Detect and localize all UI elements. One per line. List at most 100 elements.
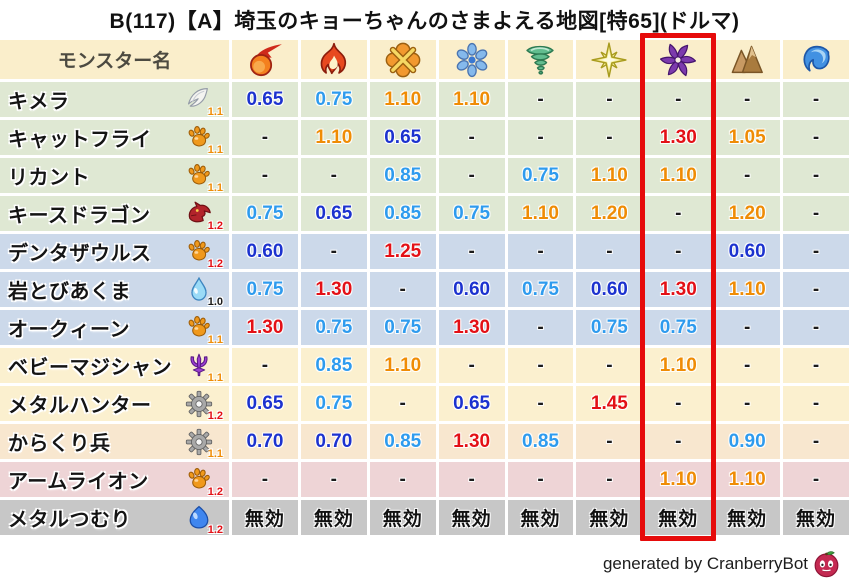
resistance-value-cell: - [576, 120, 643, 155]
element-column-header [300, 40, 367, 79]
monster-row-name: メタルハンター 1.2 [0, 386, 229, 422]
paw-icon [185, 162, 213, 190]
gear-icon [185, 390, 213, 418]
resistance-value-cell: 無効 [507, 500, 574, 535]
gear-icon [185, 428, 213, 456]
family-multiplier: 1.2 [207, 485, 223, 498]
monster-name-label: キースドラゴン [8, 205, 151, 227]
family-icon-wrap: 1.1 [185, 86, 223, 118]
resistance-value-cell: - [783, 424, 849, 459]
resistance-value-cell: 0.85 [300, 348, 367, 383]
paw-icon [185, 466, 213, 494]
resistance-value-cell: - [645, 196, 712, 231]
resistance-value-cell: 1.10 [369, 82, 436, 117]
element-column-header [369, 40, 436, 79]
element-column-header [232, 40, 298, 79]
family-multiplier: 1.2 [207, 523, 223, 536]
resistance-value-cell: - [300, 234, 367, 269]
monster-row-name: キメラ 1.1 [0, 82, 229, 118]
resistance-value-cell: 0.75 [232, 272, 298, 307]
resistance-value-cell: - [783, 348, 849, 383]
resistance-value-cell: 1.30 [232, 310, 298, 345]
monster-name-header: モンスター名 [0, 40, 229, 79]
resistance-value-cell: - [714, 310, 781, 345]
dragon-icon [185, 200, 213, 228]
resistance-value-cell: 1.05 [714, 120, 781, 155]
resistance-value-cell: - [507, 234, 574, 269]
family-multiplier: 1.1 [207, 447, 223, 460]
rock-icon [729, 42, 765, 78]
resistance-value-cell: 0.85 [369, 196, 436, 231]
cranberry-bot-icon [812, 549, 841, 578]
resistance-value-cell: 0.75 [232, 196, 298, 231]
resistance-value-cell: 1.30 [300, 272, 367, 307]
resistance-value-cell: 1.30 [645, 120, 712, 155]
resistance-value-cell: - [232, 348, 298, 383]
family-icon-wrap: 1.1 [185, 352, 223, 384]
monster-name-label: オークィーン [8, 319, 130, 341]
burst-icon [385, 42, 421, 78]
family-multiplier: 1.2 [207, 409, 223, 422]
resistance-value-cell: 無効 [576, 500, 643, 535]
resistance-value-cell: 1.10 [369, 348, 436, 383]
resistance-value-cell: - [576, 424, 643, 459]
element-column-header [576, 40, 643, 79]
resistance-value-cell: 0.75 [645, 310, 712, 345]
monster-row-name: キャットフライ 1.1 [0, 120, 229, 156]
resistance-value-cell: 1.20 [714, 196, 781, 231]
resistance-value-cell: 0.60 [576, 272, 643, 307]
resistance-value-cell: - [783, 234, 849, 269]
resistance-value-cell: 0.65 [438, 386, 505, 421]
resistance-value-cell: 無効 [714, 500, 781, 535]
resistance-value-cell: - [438, 120, 505, 155]
monster-name-label: キャットフライ [8, 129, 152, 151]
element-column-header [645, 40, 712, 79]
resistance-value-cell: 無効 [232, 500, 298, 535]
resistance-value-cell: - [783, 82, 849, 117]
paw-icon [185, 314, 213, 342]
family-multiplier: 1.1 [207, 143, 223, 156]
monster-name-label: メタルつむり [8, 509, 131, 531]
resistance-value-cell: 1.25 [369, 234, 436, 269]
monster-row-name: ベビーマジシャン 1.1 [0, 348, 229, 384]
resistance-value-cell: - [507, 462, 574, 497]
fireball-icon [247, 42, 283, 78]
paw-icon [185, 124, 213, 152]
resistance-value-cell: 無効 [645, 500, 712, 535]
resistance-value-cell: 1.10 [645, 348, 712, 383]
resistance-value-cell: 1.10 [507, 196, 574, 231]
resistance-value-cell: 0.75 [300, 386, 367, 421]
resistance-value-cell: - [714, 386, 781, 421]
family-multiplier: 1.1 [207, 105, 223, 118]
monster-row-name: メタルつむり 1.2 [0, 500, 229, 536]
family-multiplier: 1.2 [207, 257, 223, 270]
monster-name-label: キメラ [8, 91, 70, 113]
resistance-value-cell: 0.75 [369, 310, 436, 345]
resistance-value-cell: 0.60 [438, 272, 505, 307]
family-icon-wrap: 1.1 [185, 428, 223, 460]
resistance-value-cell: - [714, 82, 781, 117]
family-multiplier: 1.0 [207, 295, 223, 308]
pinwheel-icon [660, 42, 697, 78]
monster-name-header-label: モンスター名 [57, 51, 172, 72]
credit-footer: generated by CranberryBot [603, 549, 841, 578]
paw-icon [185, 238, 213, 266]
monster-row-name: 岩とびあくま 1.0 [0, 272, 229, 308]
family-icon-wrap: 1.1 [185, 162, 223, 194]
resistance-value-cell: 0.65 [300, 196, 367, 231]
resistance-value-cell: 0.75 [438, 196, 505, 231]
resistance-value-cell: - [507, 348, 574, 383]
monster-name-label: アームライオン [8, 471, 149, 493]
resistance-value-cell: - [783, 158, 849, 193]
resistance-value-cell: - [438, 462, 505, 497]
resistance-value-cell: - [783, 386, 849, 421]
resistance-value-cell: - [438, 348, 505, 383]
resistance-value-cell: - [507, 82, 574, 117]
monster-name-label: デンタザウルス [8, 243, 152, 265]
element-column-header [507, 40, 574, 79]
monster-row-name: アームライオン 1.2 [0, 462, 229, 498]
resistance-value-cell: - [438, 158, 505, 193]
resistance-value-cell: - [783, 310, 849, 345]
page-title: B(117)【A】埼玉のキョーちゃんのさまよえる地図[特65](ドルマ) [109, 10, 740, 33]
